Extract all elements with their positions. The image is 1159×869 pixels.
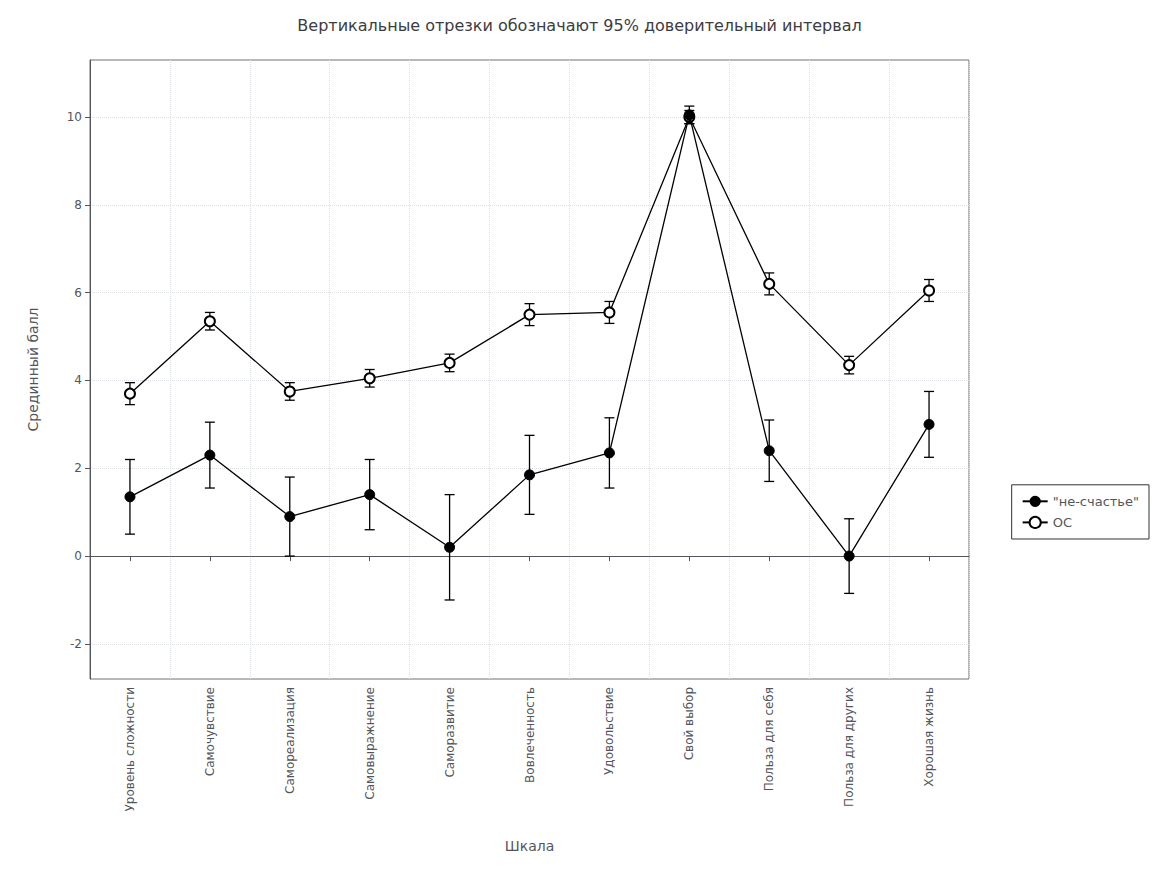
svg-text:Уровень сложности: Уровень сложности bbox=[123, 687, 137, 811]
svg-text:Польза для себя: Польза для себя bbox=[762, 687, 776, 791]
svg-text:Вовлеченность: Вовлеченность bbox=[523, 687, 537, 783]
svg-text:Свой выбор: Свой выбор bbox=[682, 687, 696, 760]
svg-text:Срединный балл: Срединный балл bbox=[25, 307, 41, 431]
svg-text:10: 10 bbox=[67, 110, 82, 124]
svg-text:"не-счастье": "не-счастье" bbox=[1053, 494, 1139, 509]
svg-text:0: 0 bbox=[74, 549, 82, 563]
svg-text:ОС: ОС bbox=[1053, 515, 1072, 530]
svg-text:Самочувствие: Самочувствие bbox=[203, 687, 217, 776]
svg-text:Польза для других: Польза для других bbox=[842, 687, 856, 807]
svg-text:Удовольствие: Удовольствие bbox=[602, 687, 616, 775]
svg-text:2: 2 bbox=[74, 461, 82, 475]
svg-text:-2: -2 bbox=[70, 637, 82, 651]
svg-text:4: 4 bbox=[74, 373, 82, 387]
svg-text:Самовыражнение: Самовыражнение bbox=[363, 687, 377, 800]
svg-text:Шкала: Шкала bbox=[505, 838, 555, 854]
svg-text:Саморазвитие: Саморазвитие bbox=[443, 687, 457, 778]
svg-text:6: 6 bbox=[74, 286, 82, 300]
svg-text:Самореализация: Самореализация bbox=[283, 687, 297, 794]
svg-text:Хорошая жизнь: Хорошая жизнь bbox=[922, 687, 936, 787]
svg-text:8: 8 bbox=[74, 198, 82, 212]
svg-text:Вертикальные отрезки обозначаю: Вертикальные отрезки обозначают 95% дове… bbox=[297, 16, 861, 35]
